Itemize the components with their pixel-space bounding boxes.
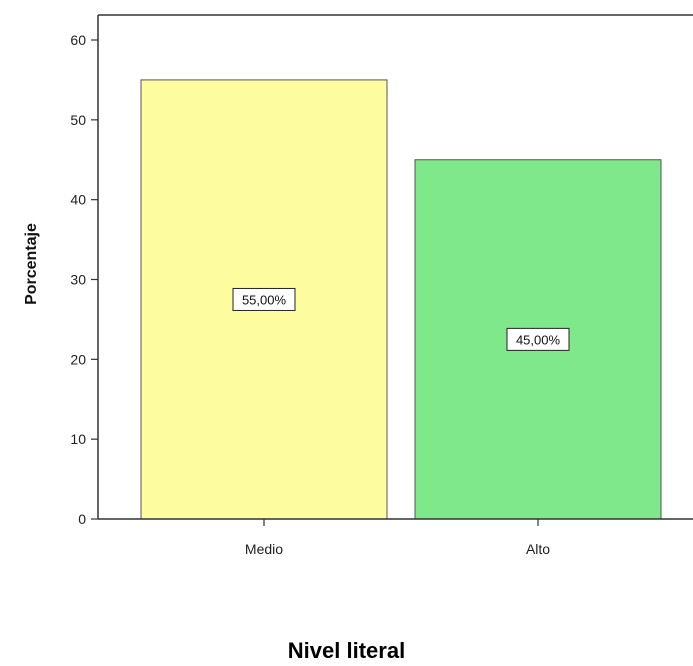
y-tick-label: 60	[70, 32, 86, 48]
y-tick-label: 10	[70, 431, 86, 447]
y-tick-label: 40	[70, 192, 86, 208]
y-tick-label: 20	[70, 351, 86, 367]
data-label: 55,00%	[242, 292, 287, 307]
bars-group	[140, 79, 662, 520]
y-axis-label: Porcentaje	[23, 223, 40, 305]
data-label: 45,00%	[516, 332, 561, 347]
chart-title: Nivel literal	[287, 638, 406, 663]
x-tick-label: Alto	[526, 541, 550, 557]
y-tick-label: 0	[78, 511, 86, 527]
data-labels-group: 55,00% 45,00%	[232, 287, 570, 351]
data-label-box	[232, 287, 296, 311]
y-axis-ticks: 0 10 20 30 40 50 60	[70, 32, 98, 527]
y-tick-label: 50	[70, 112, 86, 128]
x-tick-label: Medio	[245, 541, 283, 557]
data-label-box	[506, 327, 570, 351]
y-tick-label: 30	[70, 272, 86, 288]
x-axis-ticks: Medio Alto	[245, 519, 550, 557]
